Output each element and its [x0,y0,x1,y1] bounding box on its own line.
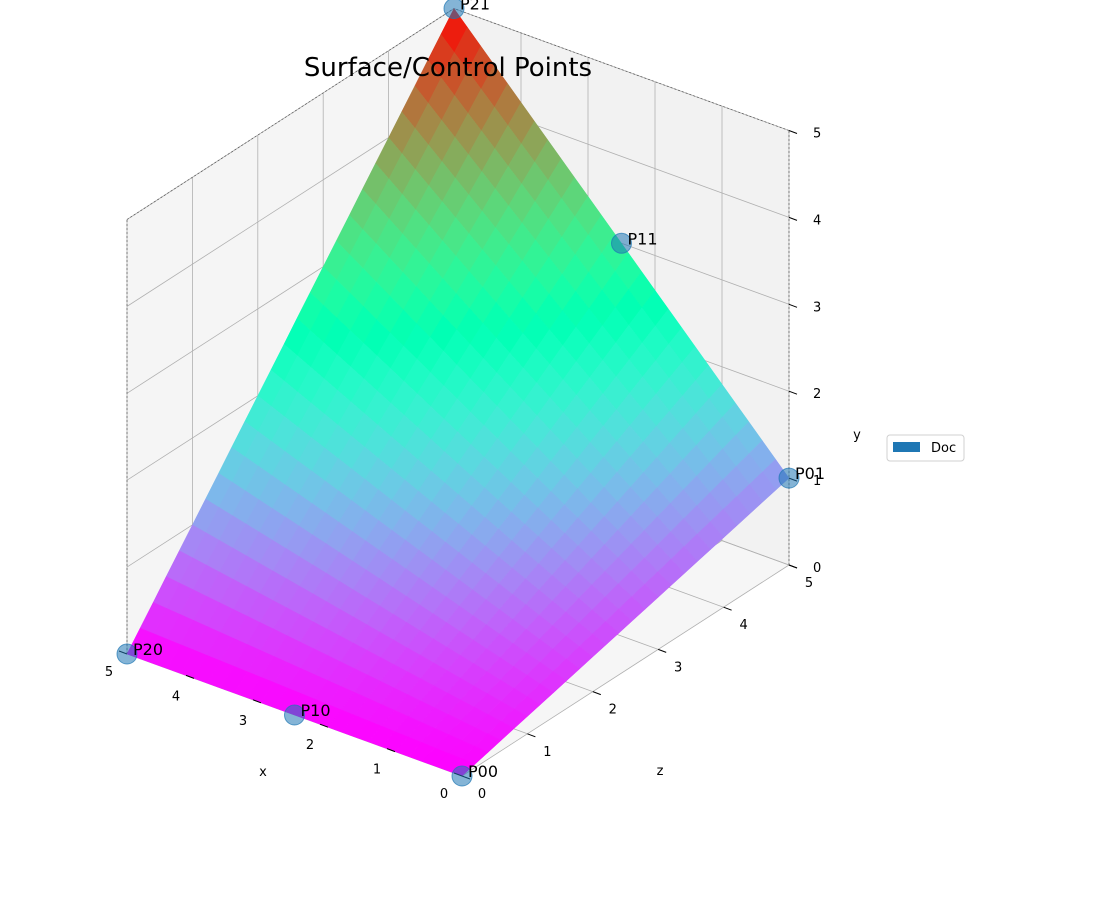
x-axis-label: x [259,765,267,780]
x-tick-1 [386,748,396,753]
control-point-p20 [116,643,138,665]
floor-grid-x-0 [461,564,790,777]
control-point-label-p00: P00 [468,762,498,781]
x-tick-label-1: 1 [373,763,381,778]
legend: Doc [886,434,965,462]
y-tick-label-5: 5 [813,127,821,142]
legend-label-doc: Doc [931,441,956,456]
y-tick-label-1: 1 [813,474,821,489]
legend-swatch-doc [893,442,920,452]
legend-box [886,434,965,462]
x-tick-label-4: 4 [172,689,180,704]
y-axis-label: y [853,428,861,443]
chart-title: Surface/Control Points [304,53,592,83]
control-point-p11 [611,232,632,254]
x-tick-4 [185,674,195,679]
x-tick-2 [319,723,329,728]
z-tick-1 [527,733,536,738]
control-point-label-p20: P20 [133,640,163,659]
control-point-p00 [451,765,473,787]
surface-mesh [126,8,790,777]
x-tick-label-0: 0 [440,787,448,802]
z-tick-4 [723,606,732,611]
y-tick-4 [788,216,798,221]
y-tick-label-0: 0 [813,561,821,576]
z-tick-label-3: 3 [674,660,682,675]
z-tick-label-4: 4 [739,618,747,633]
z-tick-label-1: 1 [543,745,551,760]
x-tick-3 [252,699,262,704]
z-tick-2 [592,691,601,696]
y-tick-label-4: 4 [813,213,821,228]
y-tick-5 [788,130,798,134]
control-point-p01 [778,467,800,489]
x-tick-label-2: 2 [306,738,314,753]
control-point-label-p01: P01 [795,464,825,483]
y-tick-2 [788,390,798,395]
control-point-label-p11: P11 [628,229,658,248]
control-point-label-p10: P10 [301,701,331,720]
box-edge-top-z [453,8,790,131]
z-tick-label-0: 0 [478,787,486,802]
z-tick-5 [788,564,798,569]
control-point-p21 [443,0,465,19]
control-points: P00 P10 P20 P01 P11 P21 [116,0,825,787]
y-tick-label-3: 3 [813,300,821,315]
z-tick-label-5: 5 [805,576,813,591]
z-tick-label-2: 2 [609,703,617,718]
control-point-p10 [284,704,305,726]
control-point-label-p21: P21 [460,0,490,14]
x-tick-label-3: 3 [239,714,247,729]
box-edge-top-x [126,8,455,220]
axis-ticks: 0 0 0 1 1 1 2 2 2 3 3 3 4 4 4 5 5 5 [105,127,821,803]
x-tick-label-5: 5 [105,665,113,680]
z-tick-3 [658,648,667,653]
y-tick-3 [788,303,798,308]
z-axis-label: z [657,764,664,779]
y-tick-label-2: 2 [813,387,821,402]
